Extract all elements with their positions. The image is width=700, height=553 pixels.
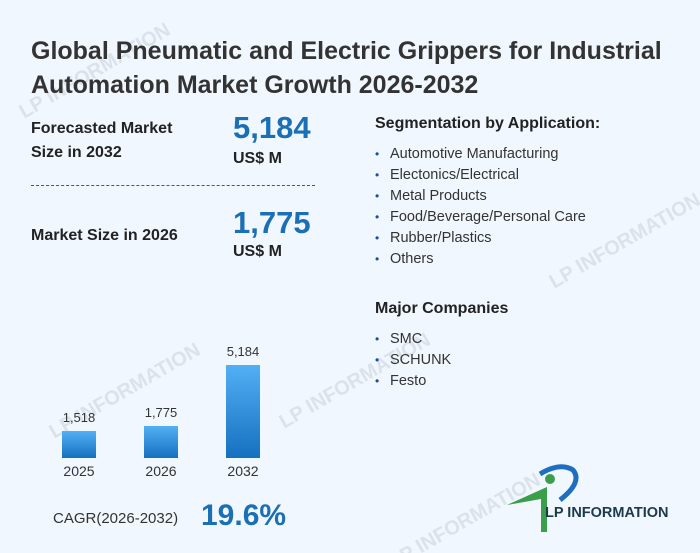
list-item: SCHUNK <box>375 350 451 371</box>
current-label: Market Size in 2026 <box>31 227 178 244</box>
lp-logo-icon <box>507 464 579 532</box>
segmentation-list: Automotive Manufacturing Electonics/Elec… <box>375 144 586 270</box>
forecast-unit: US$ M <box>233 150 282 167</box>
x-tick-label: 2025 <box>63 463 95 479</box>
bar-2032 <box>226 365 260 458</box>
list-item: Rubber/Plastics <box>375 228 586 249</box>
bar-value-label: 1,518 <box>62 409 96 425</box>
list-item: Festo <box>375 371 451 392</box>
cagr-label: CAGR(2026-2032) <box>53 510 179 527</box>
watermark: LP INFORMATION <box>45 338 205 444</box>
cagr-value: 19.6% <box>201 499 287 532</box>
bar-value-label: 1,775 <box>144 405 178 421</box>
forecast-label: Forecasted Market Size in 2032 <box>31 120 173 161</box>
list-item: Metal Products <box>375 186 586 207</box>
x-tick-label: 2032 <box>227 463 259 479</box>
companies-heading: Major Companies <box>375 300 509 317</box>
list-item: Food/Beverage/Personal Care <box>375 207 586 228</box>
page-title: Global Pneumatic and Electric Grippers f… <box>31 37 662 99</box>
bar-value-label: 5,184 <box>226 344 260 359</box>
list-item: Others <box>375 249 586 270</box>
forecast-value: 5,184 <box>233 110 311 145</box>
bar-2026 <box>144 426 178 458</box>
list-item: Automotive Manufacturing <box>375 144 586 165</box>
bar-2025 <box>62 430 96 458</box>
segmentation-heading: Segmentation by Application: <box>375 115 601 132</box>
current-unit: US$ M <box>233 243 282 260</box>
divider <box>31 185 315 186</box>
companies-list: SMC SCHUNK Festo <box>375 329 451 392</box>
list-item: SMC <box>375 329 451 350</box>
logo-text: LP INFORMATION <box>545 505 669 521</box>
list-item: Electonics/Electrical <box>375 165 586 186</box>
current-value: 1,775 <box>233 205 311 240</box>
x-tick-label: 2026 <box>145 463 177 479</box>
